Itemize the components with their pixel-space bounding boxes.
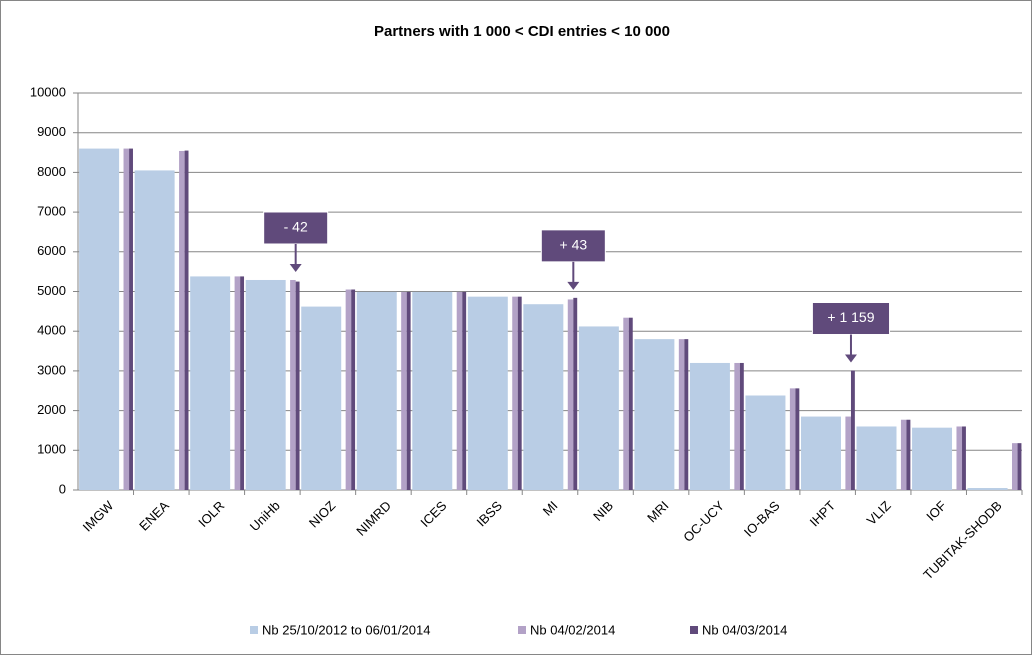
bar <box>406 291 411 490</box>
legend-swatch <box>518 626 526 634</box>
bar <box>301 306 342 490</box>
bar <box>412 291 453 490</box>
bar <box>578 326 619 490</box>
bar <box>1012 443 1018 490</box>
bar <box>234 276 241 490</box>
bar <box>517 296 522 490</box>
bar <box>962 426 966 490</box>
bar <box>523 304 564 490</box>
y-tick-label: 6000 <box>37 243 66 258</box>
bar <box>678 339 685 490</box>
bar <box>573 297 578 490</box>
bar <box>906 419 911 490</box>
legend-swatch <box>690 626 698 634</box>
bar <box>567 299 574 490</box>
bar <box>967 488 1008 490</box>
bar <box>623 317 629 490</box>
bar <box>467 296 508 490</box>
annotation-arrow <box>289 263 302 272</box>
bar <box>912 427 953 490</box>
annotation <box>263 211 329 272</box>
legend-label: Nb 04/03/2014 <box>702 622 787 637</box>
y-tick-label: 1000 <box>37 442 66 457</box>
bar <box>795 388 800 490</box>
annotation-text: + 1 159 <box>827 309 874 325</box>
bar <box>956 426 963 490</box>
bar <box>245 279 286 490</box>
bar <box>295 281 300 490</box>
bar <box>684 339 689 490</box>
bar <box>512 296 518 490</box>
bar <box>356 291 397 490</box>
bar <box>628 317 633 490</box>
annotation-box <box>263 211 329 245</box>
annotation-arrow <box>567 281 580 290</box>
annotation <box>811 302 891 363</box>
annotation-text: + 43 <box>560 237 588 253</box>
y-tick-label: 8000 <box>37 164 66 179</box>
bar <box>462 291 467 490</box>
bar <box>734 362 740 490</box>
y-tick-label: 4000 <box>37 323 66 338</box>
bar <box>1017 443 1022 490</box>
legend-swatch <box>250 626 258 634</box>
bar <box>845 416 851 490</box>
bar <box>290 279 296 490</box>
bar <box>850 370 855 490</box>
y-tick-label: 3000 <box>37 362 66 377</box>
chart-title: Partners with 1 000 < CDI entries < 10 0… <box>374 23 670 40</box>
bar <box>401 291 407 490</box>
bar <box>351 289 356 490</box>
bar <box>800 416 841 490</box>
y-tick-label: 2000 <box>37 402 66 417</box>
y-tick-label: 0 <box>59 481 66 496</box>
bar <box>240 276 245 490</box>
bar <box>900 419 907 490</box>
legend-label: Nb 04/02/2014 <box>530 622 615 637</box>
y-tick-label: 5000 <box>37 283 66 298</box>
annotation-arrow <box>844 354 857 363</box>
bar <box>134 170 175 491</box>
bar <box>190 276 231 490</box>
bar <box>689 362 730 490</box>
bar <box>123 148 130 490</box>
bar <box>634 339 675 490</box>
bar <box>456 291 463 490</box>
bar <box>789 388 796 490</box>
annotation <box>540 229 606 290</box>
bar <box>345 289 352 490</box>
bar <box>184 150 189 490</box>
y-tick-label: 10000 <box>30 84 66 99</box>
bar <box>739 362 744 490</box>
bar <box>856 426 897 490</box>
bar <box>179 150 185 490</box>
annotation-text: - 42 <box>284 219 308 235</box>
bar <box>129 148 133 490</box>
bar <box>745 395 786 490</box>
annotation-box <box>540 229 606 263</box>
bar <box>79 148 120 490</box>
y-tick-label: 9000 <box>37 124 66 139</box>
legend-label: Nb 25/10/2012 to 06/01/2014 <box>262 622 430 637</box>
y-tick-label: 7000 <box>37 204 66 219</box>
